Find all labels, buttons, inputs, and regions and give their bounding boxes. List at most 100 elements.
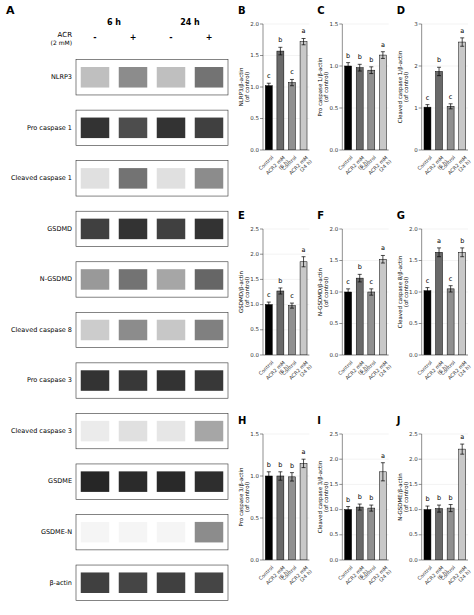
text-line: (of control) [403,482,409,512]
blot-box [76,413,228,448]
y-tick [419,66,422,67]
significance-letter: b [449,494,453,502]
y-tick [419,292,422,293]
y-tick-label: 0.5 [330,320,339,326]
error-line [439,505,440,512]
text-line: (24 h) [377,158,392,173]
error-bar [346,63,350,70]
error-cap [449,103,453,104]
panel-title: F [317,210,324,221]
y-tick [419,260,422,261]
error-cap [346,62,350,63]
y-tick [260,55,263,56]
x-tick-label: ACR2 mM(24 h) [288,359,313,384]
x-tick-label: ACR2 mM(24 h) [367,359,392,384]
error-cap [381,51,385,52]
marks [265,38,307,150]
y-tick [419,434,422,435]
bar [447,508,454,560]
error-line [291,303,292,308]
y-axis-line [421,229,422,355]
blot-box [76,312,228,347]
y-tick-label: 2.5 [409,431,418,437]
error-cap [369,288,373,289]
error-line [359,504,360,510]
band [157,572,186,593]
bar [424,510,431,560]
band [81,320,110,341]
bar [345,66,352,150]
y-tick-label: 1.5 [250,431,259,437]
error-cap [302,266,306,267]
marks [424,444,466,560]
y-tick-label: 1.5 [409,257,418,263]
panel-title: E [238,210,245,221]
error-bar [381,52,385,59]
error-bar [437,505,441,512]
error-bar [290,79,294,85]
error-cap [437,512,441,513]
condition-note: (2 mM) [51,39,72,46]
significance-letter: b [437,494,441,502]
error-line [348,63,349,70]
significance-letter: a [381,41,385,49]
grid-line [342,229,388,230]
y-tick-label: 1.5 [330,257,339,263]
error-bar [449,104,453,109]
significance-letter: b [369,494,373,502]
text-line: (of control) [323,72,329,102]
panel-title: C [317,5,324,16]
x-axis-line [342,355,388,356]
error-cap [267,302,271,303]
y-tick [339,484,342,485]
bar [436,509,443,560]
y-axis-label: N-GSDMD/β-actin(of control) [317,267,329,316]
error-cap [425,506,429,507]
error-cap [302,467,306,468]
error-cap [425,293,429,294]
significance-letter: b [460,237,464,245]
bar [368,508,375,560]
band [157,67,186,88]
y-tick-label: 2.0 [409,226,418,232]
text-line: (24 h) [377,568,392,583]
error-bar [278,472,282,480]
error-bar [381,255,385,263]
y-tick-label: 1.0 [409,289,418,295]
y-tick [260,329,263,330]
significance-letter: a [437,237,441,245]
text-line: (of control) [244,277,250,307]
error-line [427,105,428,110]
bar [265,476,272,560]
error-bar [460,248,464,257]
y-tick [339,24,342,25]
error-bar [425,105,429,110]
error-line [382,463,383,481]
significance-letter: c [267,72,271,80]
condition-sign: + [130,33,137,42]
bar [288,477,295,560]
y-tick-label: 1.0 [250,84,259,90]
band [195,219,224,240]
error-cap [425,109,429,110]
bar [345,510,352,560]
error-line [348,507,349,513]
y-tick-label: 1.0 [409,506,418,512]
error-cap [358,504,362,505]
error-line [268,472,269,480]
y-axis-line [263,229,264,355]
band [81,168,110,189]
band [195,320,224,341]
y-tick-label: 0.0 [330,352,339,358]
bar [288,306,295,355]
significance-letter: c [426,277,430,285]
y-tick [419,323,422,324]
band [157,370,186,391]
panel-title: G [397,210,405,221]
y-tick-label: 0.5 [250,515,259,521]
significance-letter: b [358,263,362,271]
text-line: (24 h) [298,158,313,173]
bar [277,476,284,560]
significance-letter: a [460,433,464,441]
band [81,370,110,391]
